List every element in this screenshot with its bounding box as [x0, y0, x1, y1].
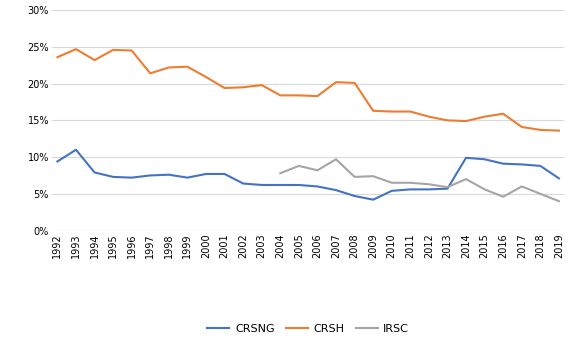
CRSH	[481, 115, 488, 119]
CRSNG	[109, 175, 116, 179]
IRSC	[518, 184, 525, 188]
IRSC	[426, 182, 433, 186]
CRSH	[555, 128, 562, 133]
CRSH	[147, 71, 154, 75]
CRSH	[370, 109, 377, 113]
CRSNG	[444, 186, 451, 191]
CRSH	[73, 47, 79, 51]
Line: CRSH: CRSH	[58, 49, 559, 131]
CRSH	[407, 109, 414, 114]
CRSNG	[203, 172, 210, 176]
CRSNG	[221, 172, 228, 176]
Line: IRSC: IRSC	[281, 159, 559, 201]
CRSNG	[128, 176, 135, 180]
CRSH	[258, 83, 265, 87]
CRSH	[537, 128, 544, 132]
IRSC	[295, 164, 302, 168]
CRSNG	[463, 156, 469, 160]
IRSC	[314, 168, 321, 172]
CRSH	[444, 118, 451, 122]
Line: CRSNG: CRSNG	[58, 150, 559, 200]
CRSH	[295, 93, 302, 97]
CRSNG	[165, 173, 172, 177]
CRSH	[221, 86, 228, 90]
IRSC	[370, 174, 377, 178]
CRSH	[332, 80, 339, 84]
IRSC	[277, 171, 284, 175]
Legend: CRSNG, CRSH, IRSC: CRSNG, CRSH, IRSC	[203, 320, 414, 339]
IRSC	[500, 195, 507, 199]
CRSH	[388, 109, 395, 114]
CRSH	[109, 48, 116, 52]
CRSH	[240, 85, 247, 89]
CRSNG	[277, 183, 284, 187]
CRSH	[463, 119, 469, 123]
CRSNG	[370, 198, 377, 202]
CRSH	[500, 112, 507, 116]
CRSH	[203, 75, 210, 79]
CRSNG	[332, 188, 339, 192]
CRSNG	[54, 159, 61, 163]
CRSNG	[184, 176, 191, 180]
IRSC	[444, 185, 451, 189]
CRSNG	[73, 148, 79, 152]
CRSNG	[240, 181, 247, 185]
IRSC	[388, 181, 395, 185]
IRSC	[481, 187, 488, 192]
CRSNG	[555, 176, 562, 180]
CRSH	[91, 58, 98, 62]
IRSC	[555, 199, 562, 203]
CRSH	[54, 55, 61, 59]
CRSNG	[147, 174, 154, 178]
CRSH	[165, 65, 172, 69]
IRSC	[537, 192, 544, 196]
CRSNG	[388, 189, 395, 193]
CRSNG	[295, 183, 302, 187]
CRSNG	[500, 162, 507, 166]
CRSNG	[258, 183, 265, 187]
CRSNG	[407, 187, 414, 192]
CRSNG	[91, 171, 98, 175]
IRSC	[407, 181, 414, 185]
CRSNG	[518, 162, 525, 166]
IRSC	[332, 157, 339, 161]
CRSH	[314, 94, 321, 98]
CRSH	[426, 115, 433, 119]
CRSH	[277, 93, 284, 97]
CRSH	[128, 48, 135, 53]
CRSH	[351, 81, 358, 85]
CRSNG	[351, 194, 358, 198]
CRSNG	[426, 187, 433, 192]
IRSC	[463, 177, 469, 181]
CRSNG	[537, 164, 544, 168]
CRSH	[184, 65, 191, 69]
CRSNG	[481, 157, 488, 161]
IRSC	[351, 175, 358, 179]
CRSNG	[314, 184, 321, 188]
CRSH	[518, 125, 525, 129]
